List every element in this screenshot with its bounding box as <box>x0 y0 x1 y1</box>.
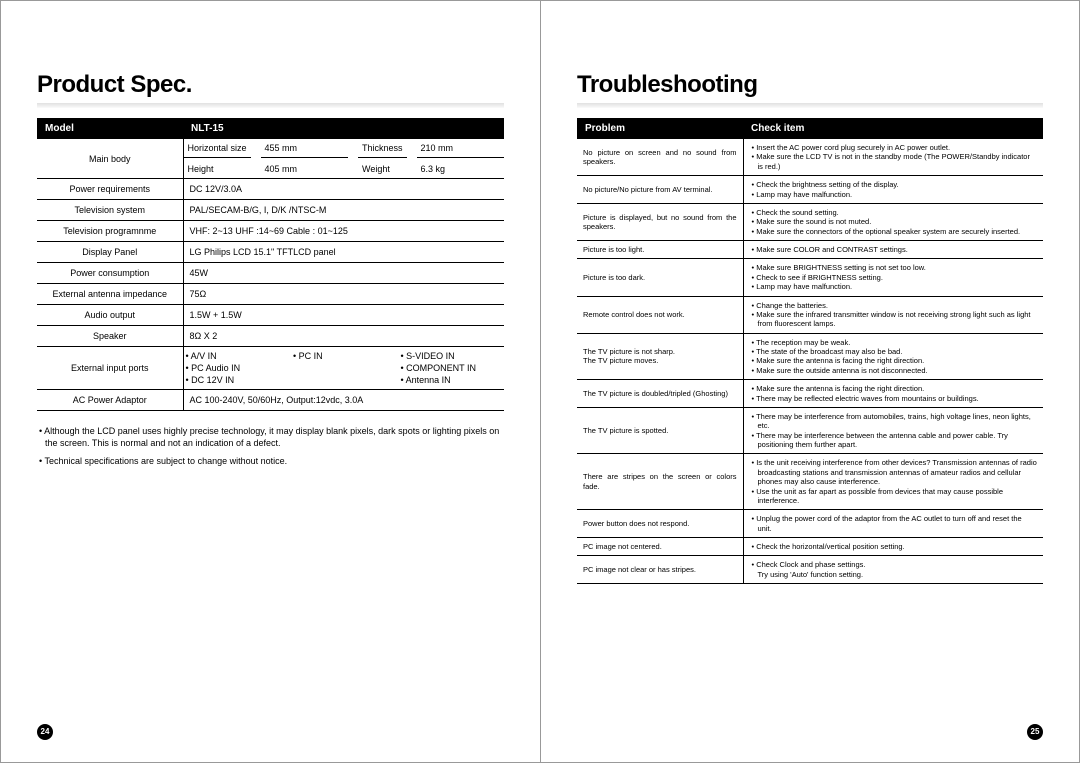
trouble-problem: No picture on screen and no sound from s… <box>577 139 743 176</box>
spec-row-label: Television programnme <box>37 221 183 242</box>
spec-row-value: 8Ω X 2 <box>183 326 504 347</box>
spec-row-value: 1.5W + 1.5W <box>183 305 504 326</box>
left-title: Product Spec. <box>37 71 504 99</box>
spec-row-value: DC 12V/3.0A <box>183 179 504 200</box>
spec-row-label: AC Power Adaptor <box>37 390 183 411</box>
trouble-check: Insert the AC power cord plug securely i… <box>743 139 1043 176</box>
spec-row-label: Audio output <box>37 305 183 326</box>
trouble-problem: The TV picture is doubled/tripled (Ghost… <box>577 380 743 408</box>
trouble-check: Make sure the antenna is facing the righ… <box>743 380 1043 408</box>
spec-table: Model NLT-15 Main bodyHorizontal size455… <box>37 118 504 411</box>
spec-row-value: AC 100-240V, 50/60Hz, Output:12vdc, 3.0A <box>183 390 504 411</box>
trouble-problem: Picture is displayed, but no sound from … <box>577 203 743 240</box>
spec-row-value: • A/V IN• PC IN• S-VIDEO IN• PC Audio IN… <box>183 347 504 390</box>
spec-row-label: External input ports <box>37 347 183 390</box>
trouble-header-check: Check item <box>743 118 1043 139</box>
spec-note: • Technical specifications are subject t… <box>37 455 504 467</box>
trouble-check: Check the brightness setting of the disp… <box>743 176 1043 204</box>
page-number-right: 25 <box>1027 724 1043 740</box>
spec-row-label: Television system <box>37 200 183 221</box>
spec-row-label: Power requirements <box>37 179 183 200</box>
trouble-check: Check the sound setting.Make sure the so… <box>743 203 1043 240</box>
trouble-check: Unplug the power cord of the adaptor fro… <box>743 510 1043 538</box>
spec-row-label: Main body <box>37 139 183 179</box>
spec-row-value: PAL/SECAM-B/G, I, D/K /NTSC-M <box>183 200 504 221</box>
spec-notes: • Although the LCD panel uses highly pre… <box>37 425 504 467</box>
trouble-problem: There are stripes on the screen or color… <box>577 454 743 510</box>
right-title: Troubleshooting <box>577 71 1043 99</box>
spec-row-value: 45W <box>183 263 504 284</box>
spec-header-model: Model <box>37 118 183 139</box>
spec-header-value: NLT-15 <box>183 118 504 139</box>
trouble-problem: The TV picture is spotted. <box>577 407 743 454</box>
trouble-problem: Picture is too dark. <box>577 259 743 296</box>
title-underline <box>577 103 1043 108</box>
trouble-problem: PC image not centered. <box>577 538 743 556</box>
trouble-check: Change the batteries.Make sure the infra… <box>743 296 1043 333</box>
trouble-check: There may be interference from automobil… <box>743 407 1043 454</box>
trouble-problem: No picture/No picture from AV terminal. <box>577 176 743 204</box>
trouble-problem: PC image not clear or has stripes. <box>577 556 743 584</box>
manual-spread: Product Spec. Model NLT-15 Main bodyHori… <box>0 0 1080 763</box>
spec-row-value: VHF: 2~13 UHF :14~69 Cable : 01~125 <box>183 221 504 242</box>
spec-row-label: Display Panel <box>37 242 183 263</box>
spec-row-label: Power consumption <box>37 263 183 284</box>
trouble-problem: Remote control does not work. <box>577 296 743 333</box>
trouble-check: Check the horizontal/vertical position s… <box>743 538 1043 556</box>
right-page: Troubleshooting Problem Check item No pi… <box>540 0 1080 763</box>
page-number-left: 24 <box>37 724 53 740</box>
trouble-header-problem: Problem <box>577 118 743 139</box>
trouble-problem: Power button does not respond. <box>577 510 743 538</box>
trouble-check: Check Clock and phase settings.Try using… <box>743 556 1043 584</box>
trouble-check: Make sure BRIGHTNESS setting is not set … <box>743 259 1043 296</box>
trouble-table: Problem Check item No picture on screen … <box>577 118 1043 584</box>
spec-row-value: Horizontal size455 mmThickness210 mmHeig… <box>183 139 504 179</box>
title-underline <box>37 103 504 108</box>
trouble-problem: The TV picture is not sharp.The TV pictu… <box>577 333 743 380</box>
trouble-check: Is the unit receiving interference from … <box>743 454 1043 510</box>
spec-row-value: 75Ω <box>183 284 504 305</box>
spec-row-label: Speaker <box>37 326 183 347</box>
spec-row-label: External antenna impedance <box>37 284 183 305</box>
trouble-problem: Picture is too light. <box>577 241 743 259</box>
spec-note: • Although the LCD panel uses highly pre… <box>37 425 504 449</box>
spec-row-value: LG Philips LCD 15.1" TFTLCD panel <box>183 242 504 263</box>
trouble-check: Make sure COLOR and CONTRAST settings. <box>743 241 1043 259</box>
left-page: Product Spec. Model NLT-15 Main bodyHori… <box>0 0 540 763</box>
trouble-check: The reception may be weak.The state of t… <box>743 333 1043 380</box>
